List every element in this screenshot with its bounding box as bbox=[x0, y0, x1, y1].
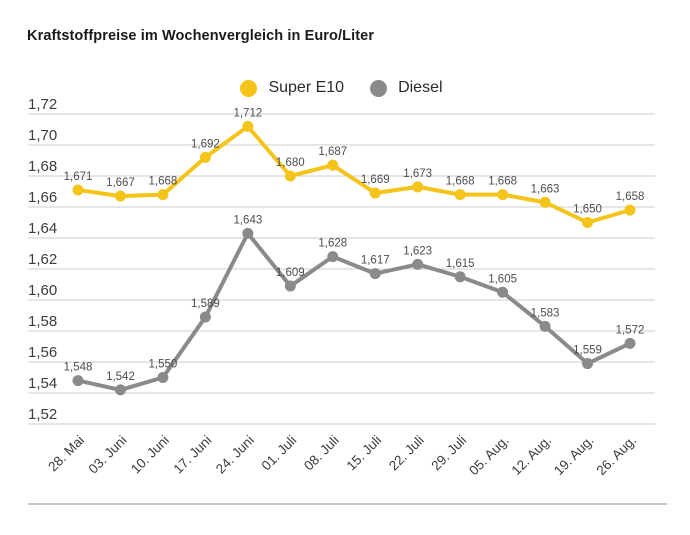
y-tick-label: 1,66 bbox=[28, 189, 57, 206]
data-point-diesel bbox=[284, 280, 296, 292]
data-point-diesel bbox=[327, 251, 339, 263]
legend-dot-super-e10 bbox=[240, 79, 258, 97]
data-label-super-e10: 1,663 bbox=[531, 183, 560, 195]
data-point-diesel bbox=[72, 375, 84, 387]
series-line-super-e10 bbox=[76, 124, 632, 225]
y-tick-label: 1,52 bbox=[28, 406, 57, 423]
data-label-super-e10: 1,667 bbox=[106, 177, 135, 189]
data-label-super-e10: 1,650 bbox=[573, 204, 602, 216]
data-point-super-e10 bbox=[114, 190, 126, 202]
y-tick-label: 1,60 bbox=[28, 282, 57, 299]
data-label-super-e10: 1,658 bbox=[616, 191, 645, 203]
data-point-super-e10 bbox=[242, 120, 254, 132]
x-tick-label: 15. Juli bbox=[343, 433, 384, 474]
data-point-diesel bbox=[242, 227, 254, 239]
data-label-super-e10: 1,671 bbox=[64, 171, 93, 183]
x-tick-label: 05. Aug. bbox=[466, 433, 512, 479]
data-point-super-e10 bbox=[497, 189, 509, 201]
legend-item-diesel: Diesel bbox=[370, 79, 443, 97]
data-point-diesel bbox=[454, 271, 466, 283]
data-point-diesel bbox=[624, 337, 636, 349]
legend-label-diesel: Diesel bbox=[398, 79, 443, 96]
y-tick-label: 1,68 bbox=[28, 158, 57, 175]
data-label-diesel: 1,559 bbox=[573, 345, 602, 357]
data-label-diesel: 1,589 bbox=[191, 298, 220, 310]
y-tick-label: 1,58 bbox=[28, 313, 57, 330]
x-tick-label: 03. Juni bbox=[86, 433, 130, 477]
x-tick-label: 28. Mai bbox=[45, 433, 87, 475]
data-label-diesel: 1,550 bbox=[149, 359, 178, 371]
data-point-diesel bbox=[539, 320, 551, 332]
data-label-super-e10: 1,692 bbox=[191, 138, 220, 150]
data-label-diesel: 1,542 bbox=[106, 371, 135, 383]
data-label-diesel: 1,605 bbox=[488, 273, 517, 285]
x-tick-label: 29. Juli bbox=[428, 433, 469, 474]
y-tick-label: 1,62 bbox=[28, 251, 57, 268]
data-point-diesel bbox=[497, 286, 509, 298]
data-label-diesel: 1,583 bbox=[531, 307, 560, 319]
x-tick-label: 24. Juni bbox=[213, 433, 257, 477]
x-tick-label: 26. Aug. bbox=[593, 433, 639, 479]
legend-dot-diesel bbox=[370, 79, 388, 97]
data-point-diesel bbox=[157, 372, 169, 383]
x-tick-label: 22. Juli bbox=[386, 433, 427, 474]
data-point-super-e10 bbox=[284, 170, 296, 182]
x-tick-label: 08. Juli bbox=[301, 433, 342, 474]
data-point-super-e10 bbox=[369, 187, 381, 199]
data-label-super-e10: 1,673 bbox=[403, 168, 432, 180]
data-label-super-e10: 1,668 bbox=[488, 176, 517, 188]
data-point-super-e10 bbox=[157, 189, 169, 201]
x-tick-label: 19. Aug. bbox=[551, 433, 597, 479]
data-point-super-e10 bbox=[539, 196, 551, 208]
data-point-diesel bbox=[369, 268, 381, 280]
data-point-diesel bbox=[412, 258, 424, 270]
x-tick-label: 17. Juni bbox=[170, 433, 214, 477]
data-label-diesel: 1,643 bbox=[233, 214, 262, 226]
y-tick-label: 1,56 bbox=[28, 344, 57, 361]
x-tick-label: 01. Juli bbox=[259, 433, 300, 474]
bottom-divider bbox=[28, 503, 667, 505]
x-tick-label: 12. Aug. bbox=[509, 433, 555, 479]
data-point-super-e10 bbox=[72, 184, 84, 196]
data-point-diesel bbox=[199, 311, 211, 323]
data-label-super-e10: 1,687 bbox=[318, 146, 347, 158]
data-label-super-e10: 1,669 bbox=[361, 174, 390, 186]
chart-title: Kraftstoffpreise im Wochenvergleich in E… bbox=[27, 28, 375, 44]
data-label-super-e10: 1,712 bbox=[233, 107, 262, 119]
data-point-super-e10 bbox=[327, 159, 339, 171]
y-tick-label: 1,64 bbox=[28, 220, 57, 237]
data-label-diesel: 1,623 bbox=[403, 245, 432, 257]
data-label-diesel: 1,617 bbox=[361, 255, 390, 267]
data-label-super-e10: 1,680 bbox=[276, 157, 305, 169]
data-point-super-e10 bbox=[199, 151, 211, 163]
y-tick-label: 1,54 bbox=[28, 375, 57, 392]
legend-label-super-e10: Super E10 bbox=[268, 79, 345, 96]
x-tick-label: 10. Juni bbox=[128, 433, 172, 477]
data-label-diesel: 1,548 bbox=[64, 362, 93, 374]
data-point-super-e10 bbox=[624, 204, 636, 216]
series-line-diesel bbox=[76, 231, 632, 392]
data-point-diesel bbox=[582, 358, 594, 370]
data-point-super-e10 bbox=[582, 217, 594, 228]
data-point-super-e10 bbox=[412, 181, 424, 193]
data-point-diesel bbox=[114, 384, 126, 396]
data-point-super-e10 bbox=[454, 189, 466, 201]
data-label-super-e10: 1,668 bbox=[446, 176, 475, 188]
data-label-diesel: 1,572 bbox=[616, 324, 645, 336]
data-label-diesel: 1,628 bbox=[318, 238, 347, 250]
data-label-diesel: 1,615 bbox=[446, 258, 475, 270]
chart-legend: Super E10 Diesel bbox=[28, 79, 655, 97]
y-tick-label: 1,72 bbox=[28, 96, 57, 113]
legend-item-super-e10: Super E10 bbox=[240, 79, 344, 97]
y-tick-label: 1,70 bbox=[28, 127, 57, 144]
data-label-super-e10: 1,668 bbox=[149, 176, 178, 188]
data-label-diesel: 1,609 bbox=[276, 267, 305, 279]
